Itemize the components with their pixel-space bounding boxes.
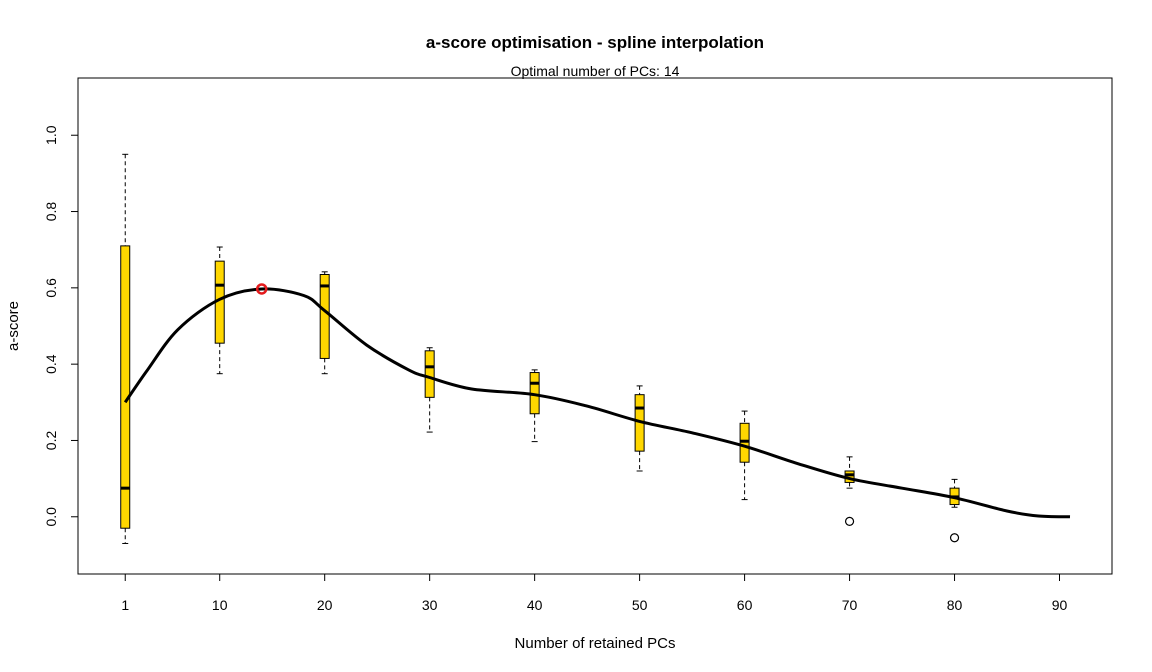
y-axis: 0.0 0.2 0.4 0.6 0.8 1.0 (43, 125, 79, 527)
optimum-point (255, 283, 268, 295)
x-tick-label: 40 (527, 597, 543, 613)
outlier-point (844, 516, 855, 526)
box-x-60 (739, 410, 750, 501)
box-x-30 (424, 347, 435, 433)
spline-layer (123, 287, 1071, 519)
iqr-box (319, 273, 330, 359)
box-x-40 (529, 369, 540, 443)
box-x-20 (319, 271, 330, 375)
x-tick-label: 90 (1052, 597, 1068, 613)
x-tick-label: 60 (737, 597, 753, 613)
chart-subtitle: Optimal number of PCs: 14 (511, 63, 680, 79)
x-tick-label: 20 (317, 597, 333, 613)
iqr-box (739, 422, 750, 463)
x-tick-label: 10 (212, 597, 228, 613)
y-tick-label: 0.0 (43, 507, 59, 527)
y-tick-label: 0.8 (43, 202, 59, 222)
iqr-box (120, 245, 131, 529)
x-axis-label: Number of retained PCs (515, 635, 676, 652)
y-tick-label: 1.0 (43, 125, 59, 145)
x-tick-label: 50 (632, 597, 648, 613)
box-x-70 (844, 456, 855, 526)
box-x-50 (634, 385, 645, 472)
box-x-10 (214, 246, 225, 375)
boxplot-series (120, 153, 960, 544)
x-tick-label: 1 (121, 597, 129, 613)
box-x-80 (949, 478, 960, 543)
iqr-box (424, 350, 435, 398)
x-tick-label: 70 (842, 597, 858, 613)
y-tick-label: 0.6 (43, 278, 59, 298)
x-tick-label: 80 (947, 597, 963, 613)
box-x-1 (120, 153, 131, 544)
optimum-layer (255, 283, 268, 295)
spline-curve (123, 287, 1071, 519)
outlier-point (949, 533, 960, 543)
y-tick-label: 0.2 (43, 431, 59, 451)
x-tick-label: 30 (422, 597, 438, 613)
chart-title: a-score optimisation - spline interpolat… (426, 33, 764, 52)
y-axis-label: a-score (5, 301, 22, 351)
y-tick-label: 0.4 (43, 354, 59, 374)
x-axis: 1 10 20 30 40 50 60 70 80 90 (121, 573, 1068, 613)
